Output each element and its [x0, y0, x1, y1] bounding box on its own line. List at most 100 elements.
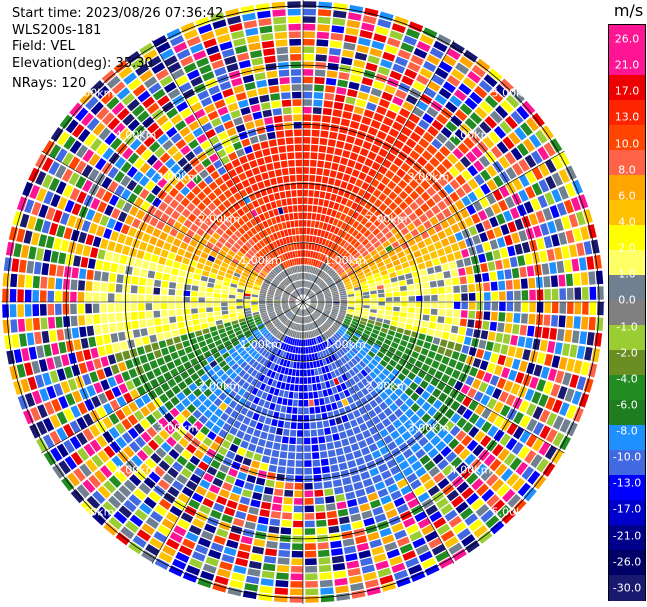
- velocity-gate: [297, 273, 300, 280]
- velocity-gate: [286, 198, 292, 206]
- velocity-gate: [185, 480, 198, 491]
- velocity-gate: [337, 424, 345, 432]
- velocity-gate: [318, 549, 330, 558]
- velocity-gate: [35, 153, 47, 169]
- velocity-gate: [214, 378, 223, 387]
- velocity-gate: [55, 303, 62, 315]
- velocity-gate: [427, 406, 437, 417]
- velocity-gate: [314, 77, 325, 85]
- elevation: Elevation(deg): 35.30: [12, 55, 153, 71]
- velocity-gate: [456, 259, 464, 268]
- velocity-gate: [402, 334, 410, 342]
- velocity-gate: [283, 308, 290, 312]
- velocity-gate: [297, 430, 303, 437]
- velocity-gate: [369, 467, 380, 477]
- velocity-gate: [231, 158, 241, 168]
- velocity-gate: [190, 372, 200, 382]
- velocity-gate: [207, 110, 219, 121]
- velocity-gate: [457, 142, 470, 155]
- velocity-gate: [323, 311, 330, 315]
- velocity-gate: [222, 314, 230, 319]
- velocity-gate: [131, 276, 139, 285]
- velocity-gate: [39, 388, 50, 402]
- velocity-gate: [326, 510, 338, 519]
- velocity-gate: [291, 258, 295, 266]
- velocity-gate: [127, 152, 140, 165]
- velocity-gate: [50, 127, 64, 142]
- velocity-gate: [315, 337, 319, 344]
- velocity-gate: [465, 266, 474, 275]
- velocity-gate: [305, 288, 308, 295]
- velocity-gate: [556, 202, 567, 216]
- velocity-gate: [182, 420, 192, 431]
- velocity-gate: [127, 227, 137, 238]
- velocity-gate: [173, 443, 185, 454]
- velocity-gate: [271, 395, 278, 403]
- velocity-gate: [294, 220, 299, 227]
- velocity-gate: [333, 322, 340, 328]
- velocity-gate: [318, 280, 324, 286]
- velocity-gate: [318, 335, 323, 343]
- velocity-gate: [96, 106, 110, 121]
- velocity-gate: [285, 352, 290, 360]
- velocity-gate: [292, 407, 298, 414]
- velocity-gate: [461, 435, 473, 447]
- velocity-gate: [274, 372, 280, 380]
- velocity-gate: [463, 336, 472, 346]
- velocity-gate: [131, 320, 139, 329]
- velocity-gate: [216, 495, 228, 506]
- velocity-gate: [346, 342, 353, 349]
- velocity-gate: [212, 335, 221, 342]
- velocity-gate: [455, 392, 466, 403]
- velocity-gate: [274, 404, 281, 412]
- velocity-gate: [314, 221, 320, 228]
- velocity-gate: [212, 351, 221, 359]
- velocity-gate: [322, 358, 327, 366]
- velocity-gate: [332, 274, 339, 280]
- velocity-gate: [134, 436, 146, 448]
- velocity-gate: [565, 165, 577, 181]
- colorbar-tick: 6.0: [618, 189, 636, 203]
- velocity-gate: [105, 344, 114, 355]
- velocity-gate: [310, 299, 317, 302]
- velocity-gate: [370, 332, 378, 339]
- velocity-gate: [436, 113, 449, 125]
- velocity-gate: [186, 191, 196, 201]
- velocity-gate: [299, 280, 302, 288]
- velocity-gate: [294, 250, 298, 258]
- velocity-gate: [127, 98, 140, 112]
- velocity-gate: [190, 297, 198, 302]
- velocity-gate: [303, 309, 306, 316]
- velocity-gate: [307, 265, 311, 273]
- velocity-gate: [270, 371, 276, 379]
- velocity-gate: [254, 484, 264, 493]
- velocity-gate: [400, 227, 410, 236]
- velocity-gate: [277, 207, 284, 215]
- velocity-gate: [392, 311, 400, 317]
- velocity-gate: [363, 571, 377, 581]
- velocity-gate: [286, 221, 291, 229]
- velocity-gate: [212, 19, 227, 30]
- velocity-gate: [339, 271, 347, 277]
- velocity-gate: [301, 339, 303, 347]
- velocity-gate: [194, 467, 205, 478]
- velocity-gate: [139, 319, 147, 328]
- velocity-gate: [281, 298, 289, 301]
- velocity-gate: [317, 390, 324, 398]
- velocity-gate: [75, 243, 84, 255]
- velocity-gate: [86, 325, 95, 337]
- velocity-gate: [465, 375, 475, 386]
- velocity-gate: [55, 291, 62, 302]
- velocity-gate: [76, 432, 88, 446]
- velocity-gate: [189, 239, 198, 248]
- velocity-gate: [303, 76, 313, 84]
- velocity-gate: [345, 491, 356, 500]
- velocity-gate: [225, 355, 233, 363]
- velocity-gate: [216, 568, 231, 578]
- velocity-gate: [214, 26, 229, 37]
- velocity-gate: [165, 538, 180, 550]
- velocity-gate: [206, 312, 214, 318]
- velocity-gate: [409, 150, 420, 161]
- velocity-gate: [353, 59, 366, 69]
- velocity-gate: [335, 279, 343, 285]
